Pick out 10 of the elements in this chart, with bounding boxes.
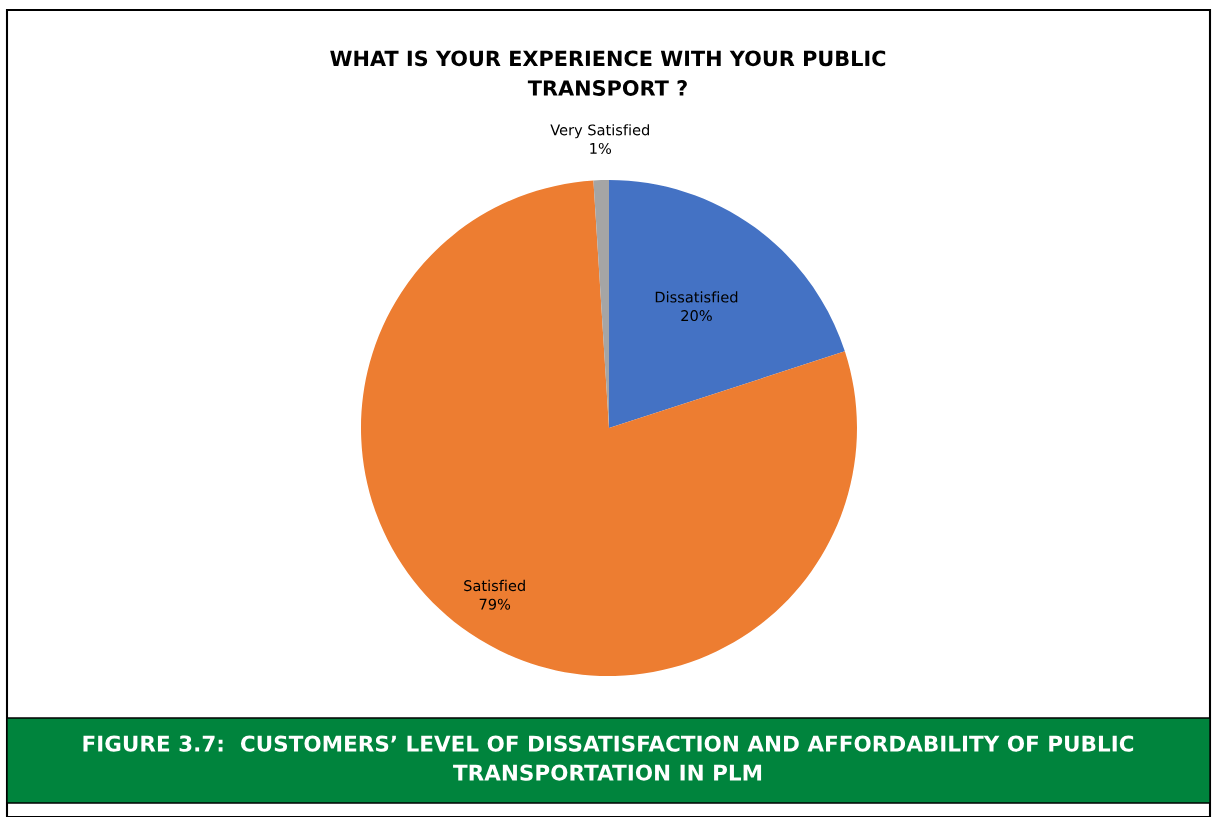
pie-slice bbox=[609, 180, 845, 428]
slice-label: Satisfied bbox=[464, 579, 525, 592]
caption: FIGURE 3.7: CUSTOMERS’ LEVEL OF DISSATISFACTION AND AFFORDABILITY OF PUBLIC TRANSPORTATION IN PLM bbox=[83, 735, 1134, 781]
data-label: 79% bbox=[479, 598, 511, 610]
chart-title: WHAT IS YOUR EXPERIENCE WITH YOUR PUBLIC TRANSPORT ? bbox=[330, 50, 886, 96]
data-label: 1% bbox=[590, 142, 612, 154]
slice-label: Dissatisfied bbox=[655, 291, 738, 303]
slice-label: Very Satisfied bbox=[550, 124, 649, 139]
pie-slice bbox=[361, 180, 857, 676]
data-label: 20% bbox=[681, 310, 712, 322]
